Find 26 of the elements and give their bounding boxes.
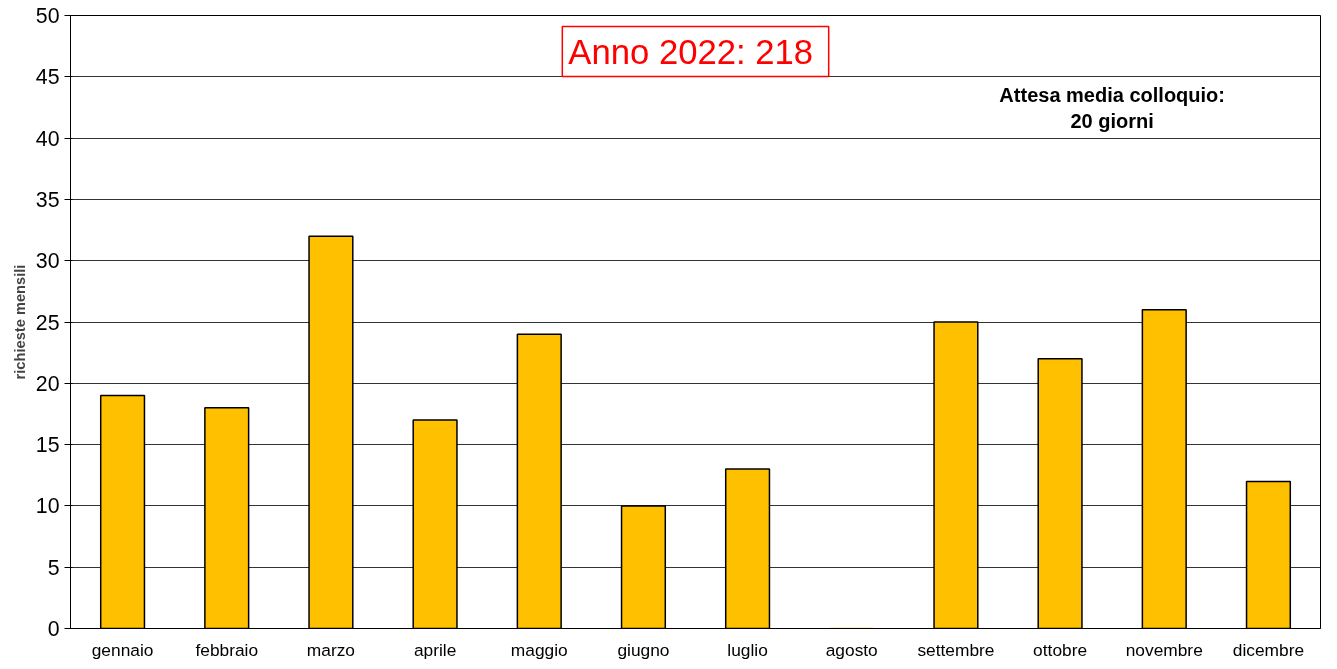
x-tick-label: marzo [306, 639, 355, 660]
y-tick-label: 45 [35, 65, 60, 90]
y-tick-label: 25 [35, 310, 60, 335]
x-tick-label: maggio [510, 639, 568, 660]
x-tick-label: gennaio [91, 639, 154, 660]
y-tick-label: 0 [47, 617, 60, 641]
y-axis-title: richieste mensili [11, 264, 28, 380]
x-tick-label: novembre [1125, 639, 1203, 660]
x-tick-label: luglio [727, 639, 768, 660]
x-tick-label: febbraio [195, 639, 259, 660]
y-tick-label: 15 [35, 433, 60, 458]
x-tick-label: dicembre [1232, 639, 1305, 660]
y-tick-label: 40 [35, 126, 60, 151]
annotation: Attesa media colloquio: 20 giorni [999, 83, 1225, 133]
text: Anno 2022: 218 [568, 32, 814, 71]
y-tick-label: 5 [47, 555, 60, 580]
y-tick-label: 20 [35, 371, 60, 396]
x-tick-label: agosto [825, 639, 878, 660]
x-tick-label: aprile [413, 639, 457, 660]
x-tick-label: giugno [617, 639, 670, 660]
x-tick-label: ottobre [1033, 639, 1088, 660]
x-tick-label: settembre [917, 639, 995, 660]
y-tick-label: 30 [35, 249, 60, 274]
y-tick-label: 10 [35, 494, 60, 519]
y-tick-label: 35 [35, 187, 60, 212]
y-tick-label: 50 [35, 4, 60, 28]
